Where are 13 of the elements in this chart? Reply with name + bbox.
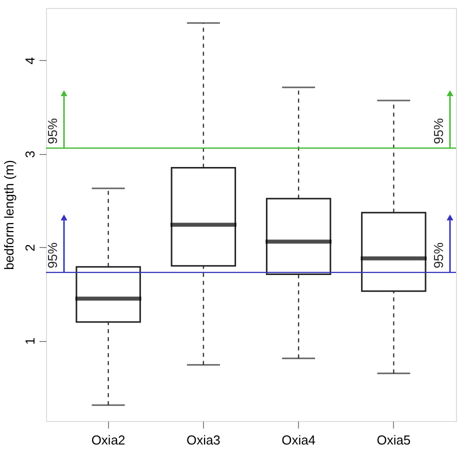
y-tick-label: 1 [22,338,38,345]
annotation: 95% [45,118,60,144]
x-tick-label: Oxia4 [282,432,316,448]
text: 95% [431,242,446,268]
y-tick-label: 4 [22,57,38,64]
annotation: 95% [45,242,60,268]
y-tick-label: 2 [22,244,38,252]
y-axis-title: bedform length (m) [2,160,16,270]
x-tick-label: Oxia5 [376,432,411,448]
y-tick-label: 3 [22,150,38,158]
x-tick-label: Oxia3 [186,432,220,448]
x-tick-label: Oxia2 [91,432,126,448]
text: 95% [431,118,446,144]
